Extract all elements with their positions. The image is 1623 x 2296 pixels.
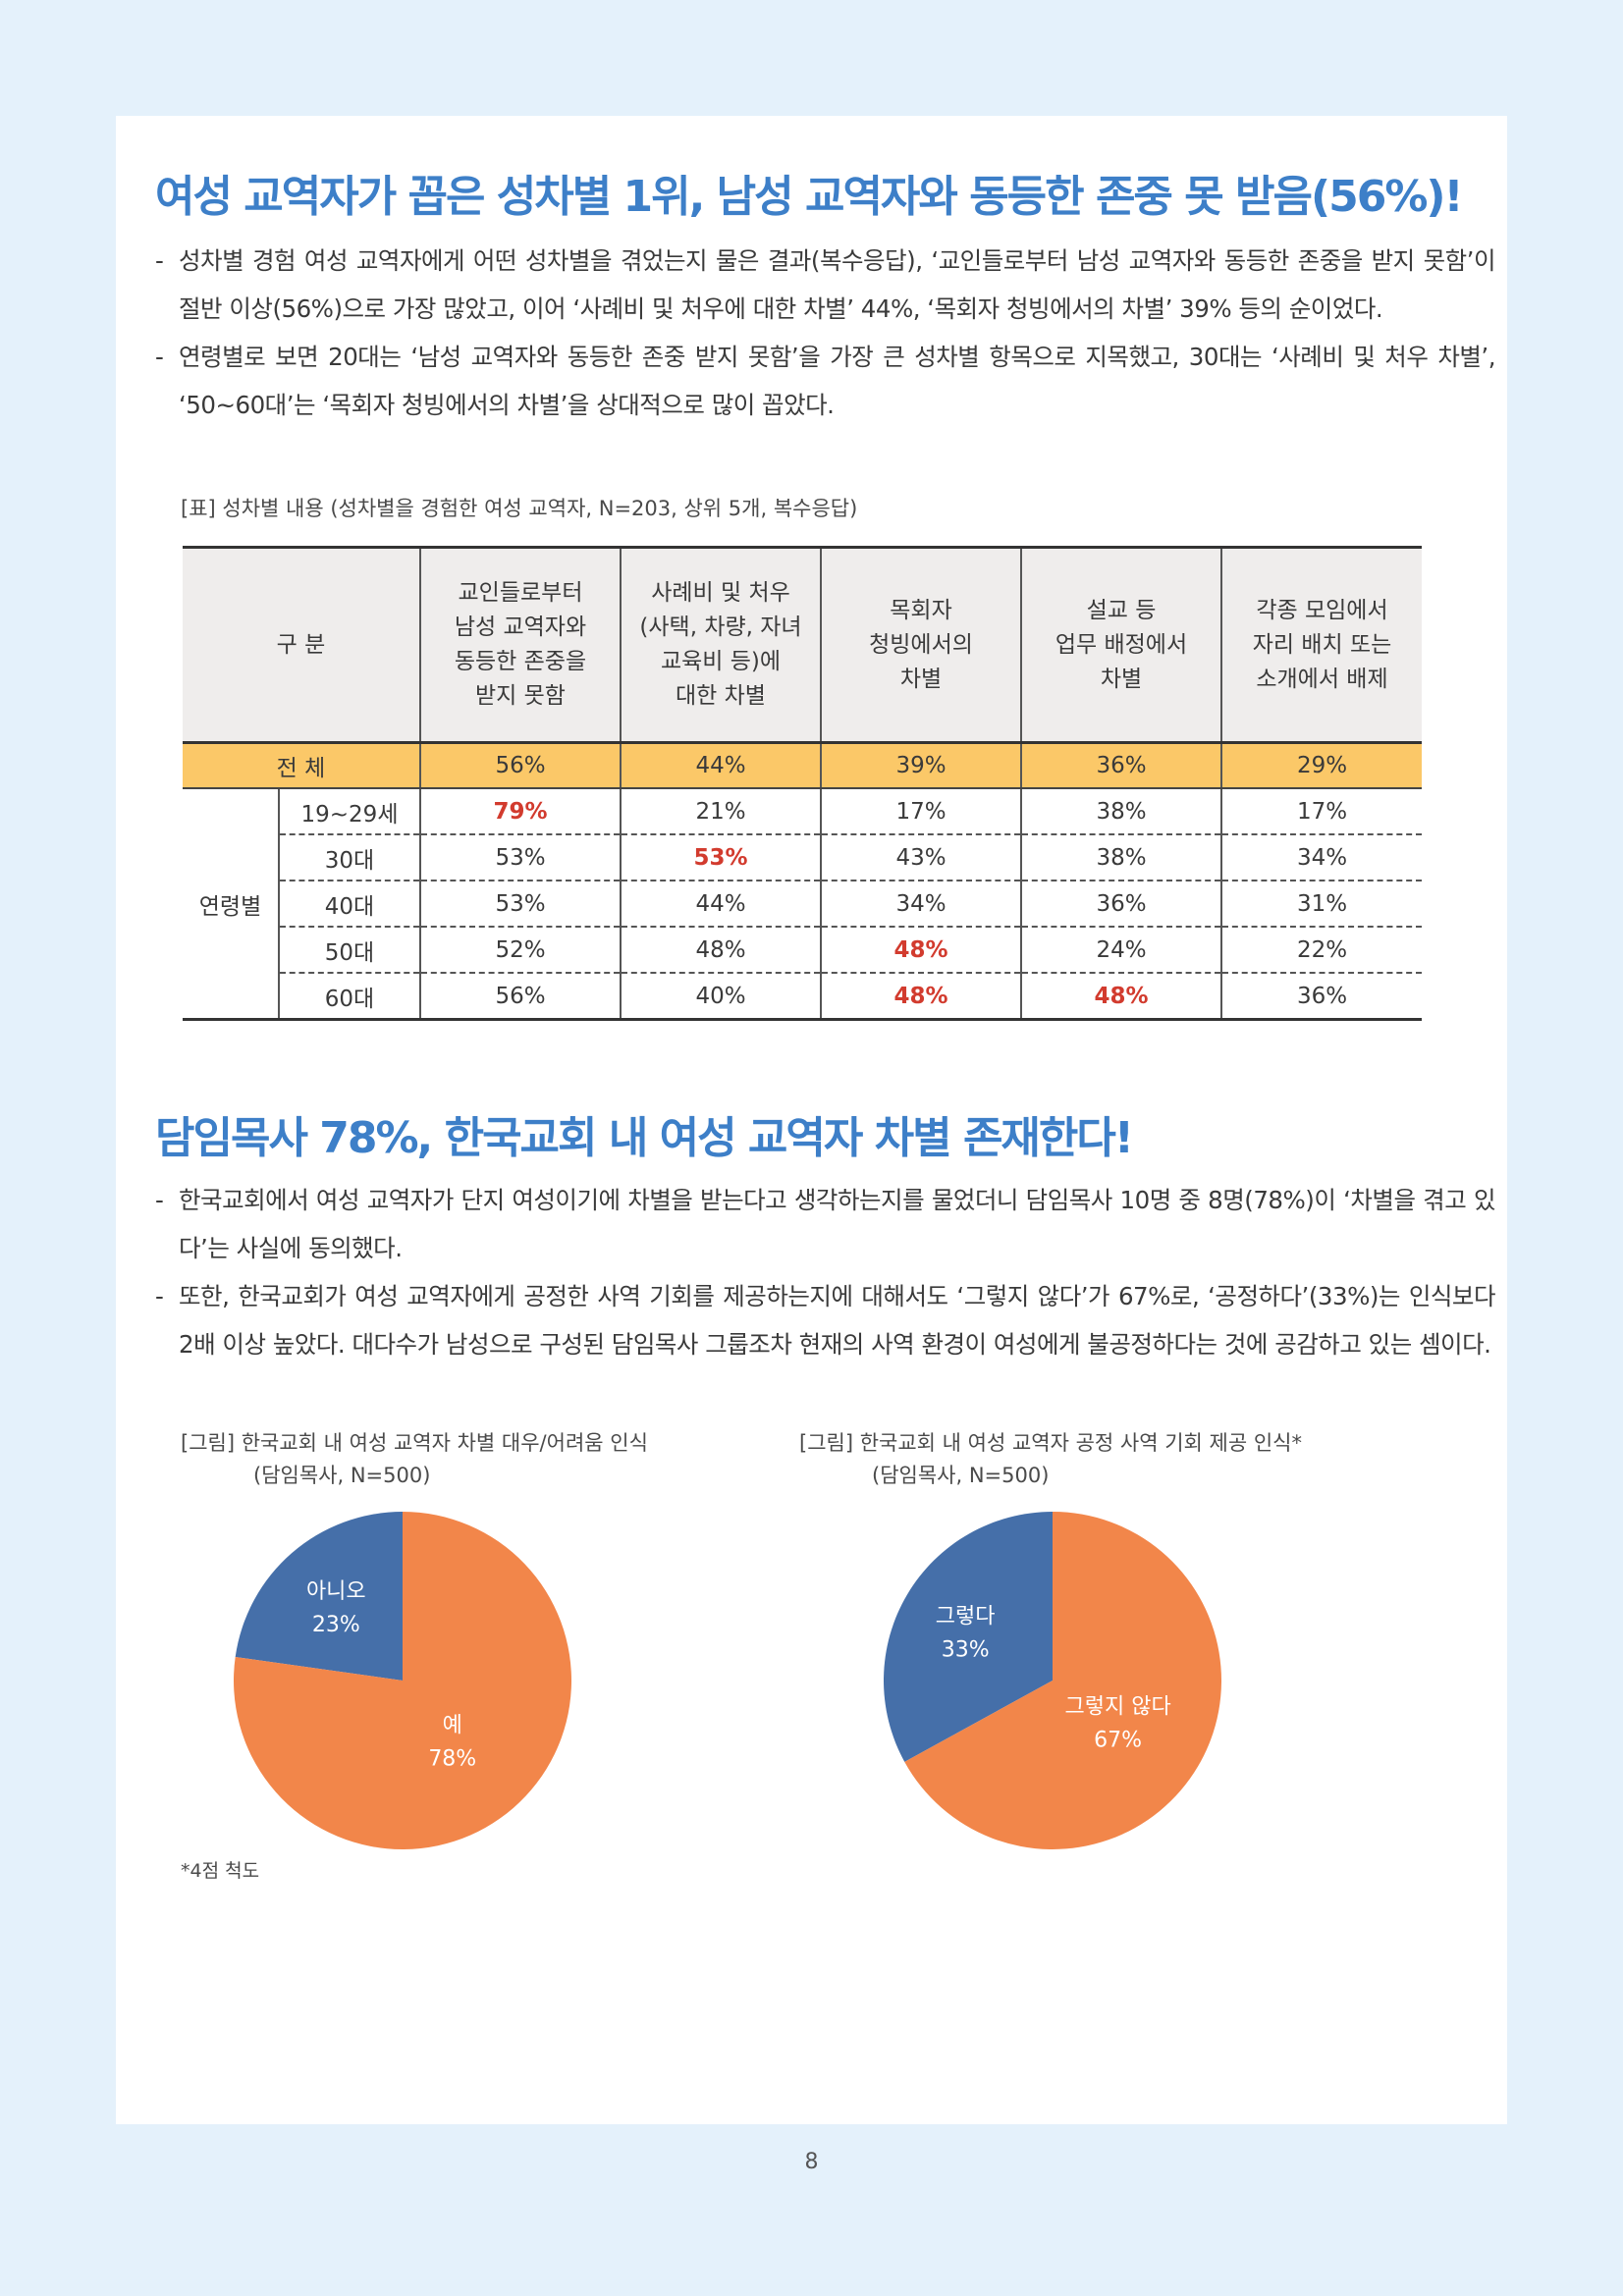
chart2-subtitle: (담임목사, N=500) xyxy=(872,1464,1050,1487)
column-header-line: 차별 xyxy=(899,666,943,692)
table-cell: 48% xyxy=(620,927,821,974)
section2-bullets: 한국교회에서 여성 교역자가 단지 여성이기에 차별을 받는다고 생각하는지를 … xyxy=(155,1176,1496,1368)
column-header-line: 차별 xyxy=(1100,666,1143,692)
table-caption: [표] 성차별 내용 (성차별을 경험한 여성 교역자, N=203, 상위 5… xyxy=(181,497,858,520)
column-header-line: 받지 못함 xyxy=(475,683,566,709)
pie-slice xyxy=(884,1512,1053,1762)
total-row-label: 전 체 xyxy=(183,742,420,789)
table-cell: 29% xyxy=(1220,742,1422,789)
table-cell: 34% xyxy=(1220,834,1422,881)
table-header-row: 구 분 교인들로부터 남성 교역자와 동등한 존중을 받지 못함 사례비 및 처… xyxy=(183,546,1422,744)
column-header-line: 교육비 등)에 xyxy=(660,649,782,674)
table-cell-highlight: 79% xyxy=(419,788,621,835)
row-label: 40대 xyxy=(278,881,420,928)
table-cell: 38% xyxy=(1020,788,1221,835)
table-total-row: 전 체 56% 44% 39% 36% 29% xyxy=(183,742,1422,789)
column-header-line: 청빙에서의 xyxy=(869,631,973,658)
column-header: 교인들로부터 남성 교역자와 동등한 존중을 받지 못함 xyxy=(419,546,621,744)
column-header: 사례비 및 처우 (사택, 차량, 자녀 교육비 등)에 대한 차별 xyxy=(620,546,821,744)
table-corner-header: 구 분 xyxy=(183,546,420,744)
row-label: 50대 xyxy=(278,927,420,974)
table-cell-highlight: 48% xyxy=(820,973,1021,1021)
report-page: 여성 교역자가 꼽은 성차별 1위, 남성 교역자와 동등한 존중 못 받음(5… xyxy=(116,116,1507,2124)
row-label: 60대 xyxy=(278,973,420,1021)
row-label: 19~29세 xyxy=(278,788,420,835)
column-header-line: 동등한 존중을 xyxy=(454,649,587,674)
pie-chart-fair-opportunity: 그렇다 33% 그렇지 않다 67% xyxy=(884,1512,1221,1849)
column-header-line: 소개에서 배제 xyxy=(1256,666,1388,692)
table-cell: 36% xyxy=(1220,973,1422,1021)
section1-heading: 여성 교역자가 꼽은 성차별 1위, 남성 교역자와 동등한 존중 못 받음(5… xyxy=(155,172,1464,222)
table-cell: 44% xyxy=(620,881,821,928)
table-cell: 31% xyxy=(1220,881,1422,928)
table-cell: 44% xyxy=(620,742,821,789)
column-header-line: 대한 차별 xyxy=(676,683,766,709)
table-cell: 53% xyxy=(419,881,621,928)
chart2-title: [그림] 한국교회 내 여성 교역자 공정 사역 기회 제공 인식* xyxy=(799,1431,1303,1455)
table-cell: 52% xyxy=(419,927,621,974)
column-header-line: (사택, 차량, 자녀 xyxy=(639,614,802,640)
table-cell: 43% xyxy=(820,834,1021,881)
table-cell-highlight: 48% xyxy=(820,927,1021,974)
chart1-title: [그림] 한국교회 내 여성 교역자 차별 대우/어려움 인식 xyxy=(181,1431,648,1455)
table-cell: 17% xyxy=(1220,788,1422,835)
age-group-label: 연령별 xyxy=(183,788,279,1021)
pie-slice xyxy=(904,1512,1221,1849)
pie-slice-value: 78% xyxy=(428,1746,476,1771)
table-row: 40대 53% 44% 34% 36% 31% xyxy=(183,881,1422,928)
section1-bullet-1: 성차별 경험 여성 교역자에게 어떤 성차별을 겪었는지 물은 결과(복수응답)… xyxy=(155,237,1496,333)
footnote: *4점 척도 xyxy=(181,1860,260,1882)
table-row: 50대 52% 48% 48% 24% 22% xyxy=(183,927,1422,974)
table-cell: 36% xyxy=(1020,742,1221,789)
table-cell: 40% xyxy=(620,973,821,1021)
table-row: 30대 53% 53% 43% 38% 34% xyxy=(183,834,1422,881)
pie-slice xyxy=(234,1512,571,1849)
table-row: 연령별 19~29세 79% 21% 17% 38% 17% xyxy=(183,788,1422,1021)
pie-slice-value: 23% xyxy=(312,1613,360,1637)
table-cell: 36% xyxy=(1020,881,1221,928)
table-cell: 53% xyxy=(419,834,621,881)
page-number: 8 xyxy=(804,2150,819,2174)
column-header-line: 각종 모임에서 xyxy=(1256,597,1388,623)
column-header-line: 업무 배정에서 xyxy=(1055,631,1188,658)
section2-heading: 담임목사 78%, 한국교회 내 여성 교역자 차별 존재한다! xyxy=(155,1113,1134,1163)
column-header-line: 남성 교역자와 xyxy=(454,614,587,640)
section2-bullet-2: 또한, 한국교회가 여성 교역자에게 공정한 사역 기회를 제공하는지에 대해서… xyxy=(155,1272,1496,1368)
table-cell: 17% xyxy=(820,788,1021,835)
pie-slice-value: 67% xyxy=(1094,1728,1142,1752)
pie-slice-value: 33% xyxy=(942,1637,990,1662)
column-header-line: 사례비 및 처우 xyxy=(651,580,790,606)
column-header: 설교 등 업무 배정에서 차별 xyxy=(1020,546,1221,744)
pie-slice xyxy=(235,1512,403,1681)
table-cell: 38% xyxy=(1020,834,1221,881)
table-cell: 56% xyxy=(419,742,621,789)
section2-bullet-1: 한국교회에서 여성 교역자가 단지 여성이기에 차별을 받는다고 생각하는지를 … xyxy=(155,1176,1496,1272)
column-header: 목회자 청빙에서의 차별 xyxy=(820,546,1021,744)
column-header-line: 교인들로부터 xyxy=(458,580,583,606)
pie-slice-label: 예 xyxy=(443,1713,462,1737)
column-header: 각종 모임에서 자리 배치 또는 소개에서 배제 xyxy=(1220,546,1422,744)
section1-bullets: 성차별 경험 여성 교역자에게 어떤 성차별을 겪었는지 물은 결과(복수응답)… xyxy=(155,237,1496,429)
pie-slice-label: 그렇다 xyxy=(936,1604,996,1629)
column-header-line: 자리 배치 또는 xyxy=(1252,631,1392,658)
table-cell: 24% xyxy=(1020,927,1221,974)
table-cell: 22% xyxy=(1220,927,1422,974)
section1-bullet-2: 연령별로 보면 20대는 ‘남성 교역자와 동등한 존중 받지 못함’을 가장 … xyxy=(155,333,1496,429)
row-label: 30대 xyxy=(278,834,420,881)
pie-slice-label: 그렇지 않다 xyxy=(1065,1694,1171,1719)
table-cell-highlight: 53% xyxy=(620,834,821,881)
chart1-subtitle: (담임목사, N=500) xyxy=(253,1464,431,1487)
table-cell: 56% xyxy=(419,973,621,1021)
discrimination-table: 구 분 교인들로부터 남성 교역자와 동등한 존중을 받지 못함 사례비 및 처… xyxy=(183,546,1422,1021)
table-row: 60대 56% 40% 48% 48% 36% xyxy=(183,973,1422,1021)
column-header-line: 설교 등 xyxy=(1086,597,1157,623)
table-cell: 21% xyxy=(620,788,821,835)
pie-slice-label: 아니오 xyxy=(306,1579,366,1604)
table-cell: 34% xyxy=(820,881,1021,928)
column-header-line: 목회자 xyxy=(890,597,952,623)
pie-chart-discrimination: 아니오 23% 예 78% xyxy=(234,1512,571,1849)
table-cell-highlight: 48% xyxy=(1020,973,1221,1021)
table-cell: 39% xyxy=(820,742,1021,789)
